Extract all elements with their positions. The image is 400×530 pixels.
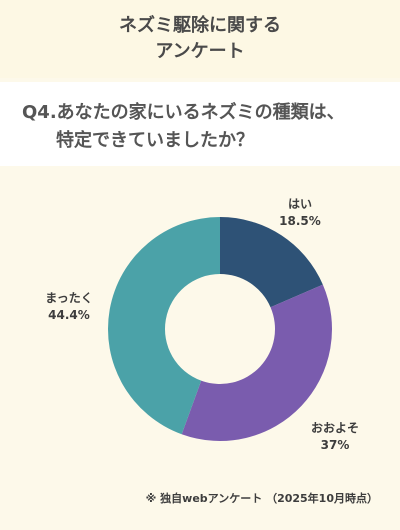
slice-label-hai-name: はい — [287, 197, 312, 211]
slice-label-ooyoso-value: 37% — [320, 438, 350, 452]
footnote: ※ 独自webアンケート （2025年10月時点） — [145, 492, 378, 505]
slice-label-hai-value: 18.5% — [279, 214, 321, 228]
header-title-line1: ネズミ駆除に関する — [119, 15, 281, 36]
question-band: Q4.あなたの家にいるネズミの種類は、 特定できていましたか？ — [0, 82, 400, 166]
question-text-line1: Q4.あなたの家にいるネズミの種類は、 — [22, 102, 345, 123]
slice-label-mattaku: まったく 44.4% — [34, 290, 104, 324]
header: ネズミ駆除に関する アンケート — [0, 0, 400, 78]
slice-mattaku — [107, 217, 220, 435]
slice-label-mattaku-name: まったく — [45, 291, 93, 305]
question-text-line2: 特定できていましたか？ — [56, 130, 254, 151]
slice-ooyoso — [181, 284, 333, 442]
header-title-line2: アンケート — [155, 41, 245, 62]
slice-label-ooyoso: おおよそ 37% — [300, 420, 370, 454]
slice-hai — [220, 217, 323, 308]
slice-label-ooyoso-name: おおよそ — [310, 421, 359, 435]
slice-label-mattaku-value: 44.4% — [48, 308, 90, 322]
slice-label-hai: はい 18.5% — [270, 196, 330, 230]
